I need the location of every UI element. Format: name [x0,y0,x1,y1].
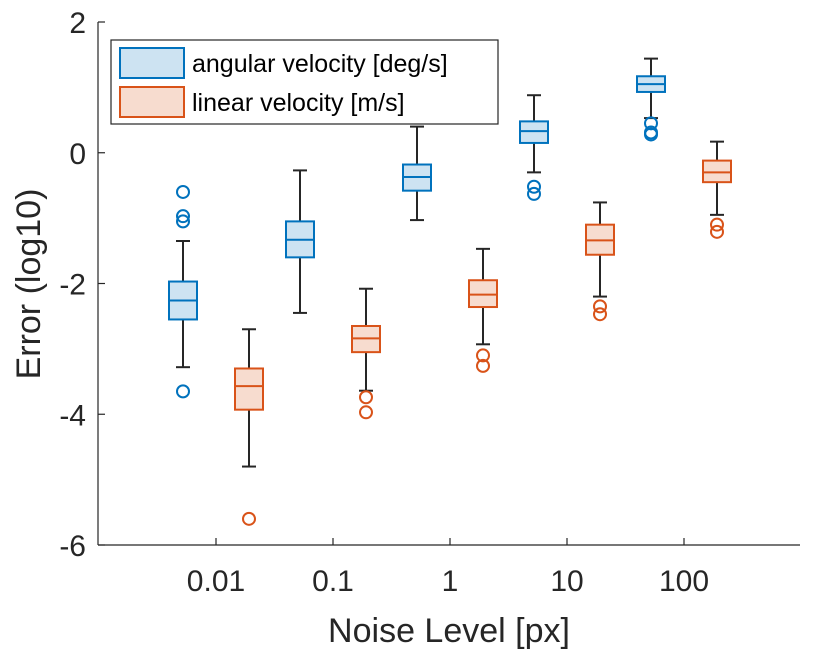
box-linear-1 [468,247,498,373]
box-angular-10 [519,94,549,201]
y-tick-label: 2 [69,7,86,40]
outlier-point [710,224,724,239]
legend-swatch [119,47,185,79]
outlier-point [176,184,190,199]
legend-label: angular velocity [deg/s] [192,50,448,78]
box-angular-100 [636,57,666,142]
box-linear-0.1 [351,287,381,420]
outlier-point [176,384,190,399]
legend-label: linear velocity [m/s] [192,89,405,117]
x-axis-title: Noise Level [px] [328,612,570,650]
y-tick-label: 0 [69,138,86,171]
box-angular-1 [402,125,432,222]
box-linear-100 [702,140,732,239]
x-tick-label: 0.01 [187,565,245,598]
outlier-point [359,405,373,420]
outlier-point [527,179,541,194]
box-angular-0.01 [168,184,198,399]
outlier-point [710,217,724,232]
outlier-point [359,390,373,405]
box-angular-0.1 [285,169,315,314]
y-tick-label: -4 [59,399,86,432]
legend-swatch [119,86,185,118]
outlier-point [476,348,490,363]
x-tick-label: 10 [550,565,583,598]
y-tick-label: -6 [59,530,86,563]
outlier-point [644,127,658,142]
outlier-point [176,214,190,229]
legend: angular velocity [deg/s] linear velocity … [110,39,499,125]
outlier-point [242,511,256,526]
outlier-point [476,358,490,373]
box-linear-10 [585,201,615,322]
y-axis-title: Error (log10) [10,189,48,380]
axes: Noise Level [px] Error (log10) -6 -4 -2 0 2 0… [10,7,800,650]
outlier-point [593,307,607,322]
box-linear-0.01 [234,328,264,526]
outlier-point [527,186,541,201]
plot-area [168,57,732,526]
x-tick-label: 100 [659,565,709,598]
y-tick-label: -2 [59,269,86,302]
x-tick-label: 1 [442,565,459,598]
x-tick-label: 0.1 [312,565,354,598]
outlier-point [176,209,190,224]
iqr-box [234,367,264,411]
outlier-point [593,299,607,314]
